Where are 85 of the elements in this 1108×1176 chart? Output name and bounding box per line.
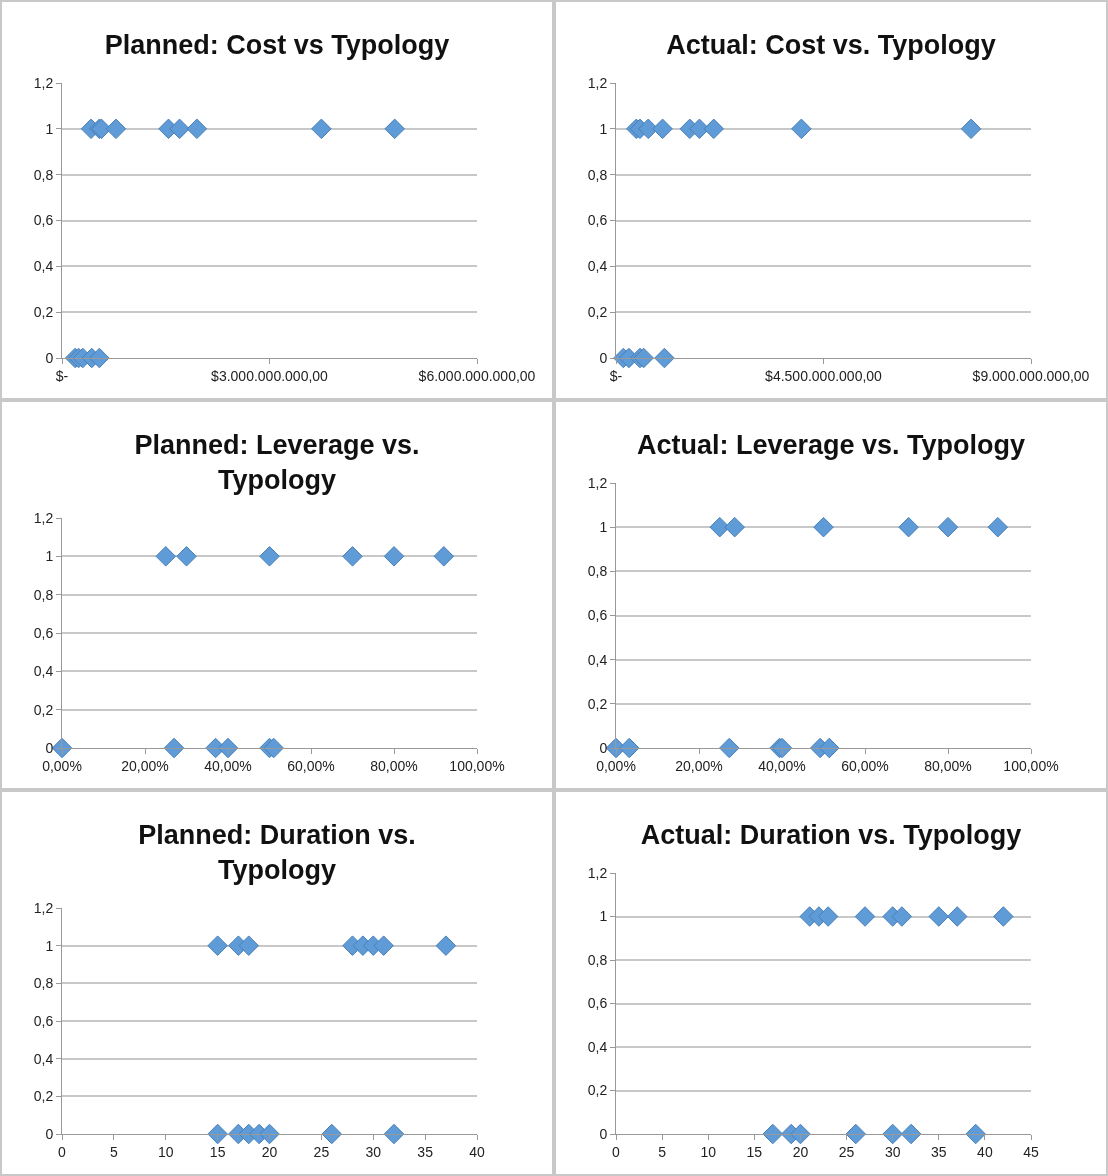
y-tick-label: 1	[599, 120, 608, 137]
x-tick-label: 25	[838, 1143, 855, 1160]
chart-title: Actual: Duration vs. Typology	[640, 819, 1022, 852]
y-tick-label: 1,2	[587, 74, 608, 91]
y-tick-label: 0,6	[33, 1013, 54, 1030]
chart-title: Planned: Cost vs Typology	[104, 29, 450, 62]
y-tick-label: 1	[45, 548, 54, 565]
x-tick-label: 80,00%	[924, 757, 972, 774]
y-tick-label: 1,2	[587, 474, 608, 491]
x-tick-label: 45	[1023, 1143, 1039, 1160]
y-tick-label: 1,2	[33, 74, 54, 91]
y-tick-label: 0,2	[587, 304, 608, 321]
x-tick-label: 40	[977, 1143, 993, 1160]
x-tick-label: 0,00%	[596, 757, 636, 774]
y-tick-label: 0,2	[33, 1088, 54, 1105]
y-tick-label: 0,2	[587, 695, 608, 712]
x-tick-label: 10	[700, 1143, 717, 1160]
chart-title: Planned: Duration vs. Typology	[137, 819, 417, 888]
x-tick-label: $9.000.000.000,00	[972, 367, 1090, 384]
x-tick-label: 60,00%	[841, 757, 889, 774]
y-tick-label: 0,6	[33, 625, 54, 642]
y-tick-label: 1	[599, 519, 608, 536]
y-tick-label: 0	[45, 1126, 54, 1143]
x-tick-label: $-	[55, 367, 69, 384]
x-tick-label: 100,00%	[1003, 757, 1059, 774]
chart-title: Actual: Leverage vs. Typology	[636, 429, 1026, 462]
y-tick-label: 0,2	[587, 1082, 608, 1099]
y-tick-label: 0,8	[587, 951, 608, 968]
x-tick-label: 5	[109, 1143, 118, 1160]
x-tick-label: 20	[792, 1143, 809, 1160]
y-tick-label: 0	[599, 349, 608, 366]
y-tick-label: 0,8	[33, 586, 54, 603]
y-tick-label: 0,2	[33, 304, 54, 321]
x-tick-label: $3.000.000.000,00	[211, 367, 329, 384]
x-tick-label: 0	[612, 1143, 621, 1160]
y-tick-label: 0,8	[587, 166, 608, 183]
x-tick-label: $4.500.000.000,00	[765, 367, 883, 384]
y-tick-label: 1,2	[587, 864, 608, 881]
x-tick-label: 40,00%	[204, 757, 252, 774]
x-tick-label: 25	[313, 1143, 330, 1160]
x-tick-label: 80,00%	[370, 757, 418, 774]
x-tick-label: $6.000.000.000,00	[418, 367, 536, 384]
x-tick-label: 20,00%	[675, 757, 723, 774]
x-tick-label: 10	[157, 1143, 174, 1160]
y-tick-label: 1	[599, 908, 608, 925]
x-tick-label: 0,00%	[42, 757, 82, 774]
y-tick-label: 0,6	[587, 995, 608, 1012]
y-tick-label: 0,6	[587, 212, 608, 229]
chart-title: Planned: Leverage vs. Typology	[133, 429, 421, 498]
x-tick-label: 30	[884, 1143, 901, 1160]
y-tick-label: 1,2	[33, 510, 54, 527]
y-tick-label: 0,2	[33, 701, 54, 718]
x-tick-label: 60,00%	[287, 757, 335, 774]
y-tick-label: 0,8	[33, 166, 54, 183]
x-tick-label: 20	[261, 1143, 278, 1160]
x-tick-label: 40,00%	[758, 757, 806, 774]
y-tick-label: 0,4	[587, 258, 608, 275]
y-tick-label: 0	[599, 1125, 608, 1142]
x-tick-label: 15	[209, 1143, 226, 1160]
y-tick-label: 0,4	[587, 651, 608, 668]
y-tick-label: 0,8	[587, 563, 608, 580]
x-tick-label: 5	[658, 1143, 667, 1160]
y-tick-label: 1,2	[33, 900, 54, 917]
y-tick-label: 0,4	[587, 1038, 608, 1055]
x-tick-label: 20,00%	[121, 757, 169, 774]
y-tick-label: 0	[45, 740, 54, 757]
y-tick-label: 0,8	[33, 975, 54, 992]
x-tick-label: 15	[746, 1143, 763, 1160]
y-tick-label: 1	[45, 120, 54, 137]
y-tick-label: 0,4	[33, 1050, 54, 1067]
x-tick-label: 100,00%	[449, 757, 505, 774]
y-tick-label: 0,4	[33, 258, 54, 275]
x-tick-label: 30	[365, 1143, 382, 1160]
x-tick-label: 0	[58, 1143, 67, 1160]
x-tick-label: 40	[469, 1143, 485, 1160]
y-tick-label: 0	[45, 349, 54, 366]
y-tick-label: 1	[45, 937, 54, 954]
y-tick-label: 0,4	[33, 663, 54, 680]
chart-title: Actual: Cost vs. Typology	[666, 29, 996, 62]
y-tick-label: 0	[599, 739, 608, 756]
x-tick-label: $-	[609, 367, 623, 384]
x-tick-label: 35	[417, 1143, 434, 1160]
y-tick-label: 0,6	[587, 607, 608, 624]
y-tick-label: 0,6	[33, 212, 54, 229]
x-tick-label: 35	[930, 1143, 947, 1160]
